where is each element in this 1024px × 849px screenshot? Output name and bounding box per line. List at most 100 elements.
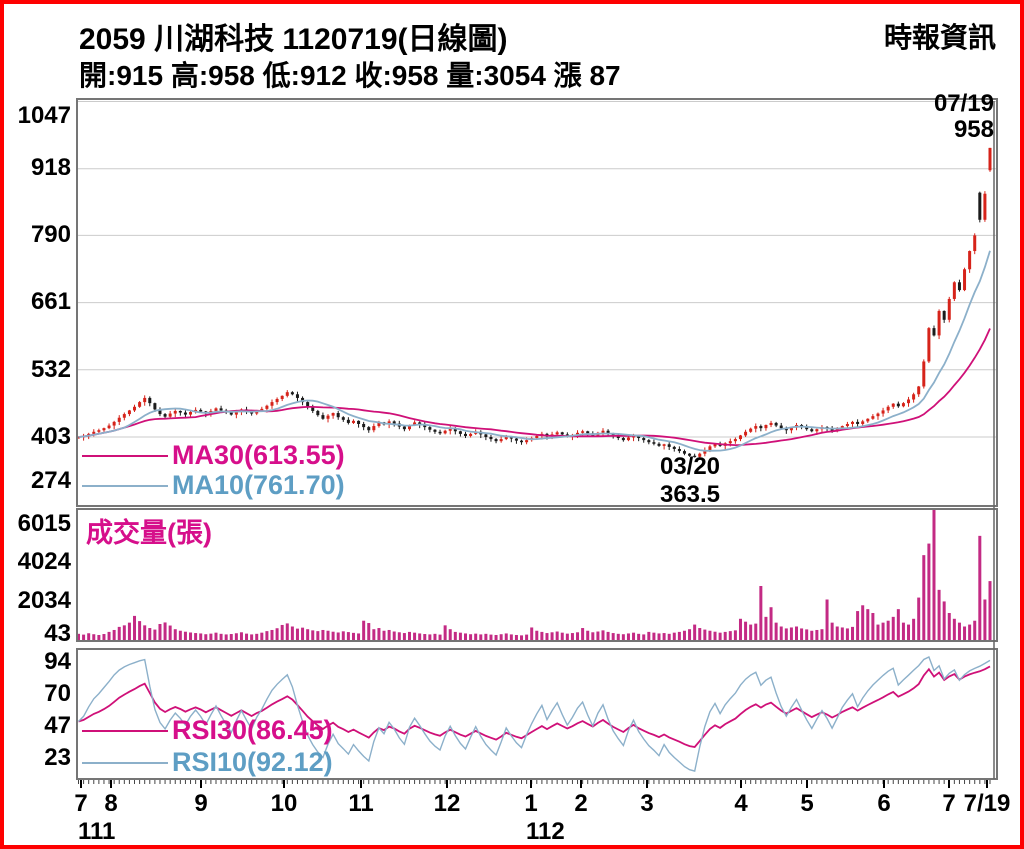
candle-body <box>947 298 951 320</box>
candle-body <box>153 403 157 410</box>
candle-body <box>362 423 366 428</box>
volume-bar <box>744 621 748 640</box>
volume-bar <box>494 634 498 640</box>
volume-bar <box>901 622 905 640</box>
volume-bar <box>820 629 824 640</box>
panel-borders <box>76 98 998 780</box>
volume-bar <box>545 633 549 640</box>
volume-bar <box>178 630 182 640</box>
candle-body <box>484 434 488 437</box>
candle-body <box>163 414 167 417</box>
volume-bar <box>769 607 773 640</box>
volume-bar <box>479 634 483 640</box>
volume-bar <box>708 630 712 640</box>
candle-body <box>270 402 274 406</box>
candle-body <box>957 282 961 291</box>
candle-body <box>779 425 783 429</box>
candle-body <box>616 435 620 439</box>
volume-bar <box>316 631 320 640</box>
volume-bar <box>270 629 274 640</box>
volume-bar <box>92 634 96 640</box>
candle-body <box>851 421 855 424</box>
candle-body <box>285 392 289 396</box>
volume-bar <box>453 631 457 640</box>
candle-body <box>326 415 330 419</box>
volume-bar <box>311 630 315 640</box>
candle-body <box>907 399 911 404</box>
candle-body <box>387 421 391 425</box>
volume-bar <box>672 632 676 640</box>
volume-bar <box>133 615 137 640</box>
volume-bar <box>336 632 340 640</box>
volume-bar <box>112 629 116 640</box>
candle-body <box>662 444 666 446</box>
candle-body <box>932 328 936 336</box>
volume-bar <box>581 628 585 640</box>
volume-bar <box>423 634 427 640</box>
candle-body <box>830 428 834 431</box>
volume-bar <box>866 609 870 640</box>
candle-body <box>214 408 218 411</box>
volume-bar <box>764 616 768 640</box>
volume-bar <box>871 613 875 640</box>
candle-body <box>428 427 432 430</box>
volume-bar <box>458 632 462 640</box>
volume-bar <box>886 620 890 640</box>
volume-bar <box>438 634 442 640</box>
volume-bar <box>596 631 600 640</box>
candle-body <box>963 269 967 291</box>
rsi30-line <box>78 665 991 748</box>
volume-bar <box>372 629 376 640</box>
candle-body <box>336 413 340 418</box>
candle-body <box>728 441 732 444</box>
candle-body <box>693 455 697 458</box>
candle-body <box>418 422 422 425</box>
candle-body <box>331 413 335 416</box>
volume-bar <box>881 622 885 640</box>
data-provider-label: 時報資訊 <box>883 22 996 53</box>
candle-body <box>978 192 982 220</box>
volume-bar <box>800 628 804 640</box>
volume-bar <box>418 633 422 640</box>
volume-bar <box>917 597 921 640</box>
volume-bar <box>525 634 529 640</box>
volume-bar <box>377 628 381 640</box>
volume-bar <box>922 555 926 640</box>
volume-bar <box>341 631 345 640</box>
candle-body <box>183 412 187 415</box>
volume-bar <box>530 627 534 640</box>
candle-body <box>346 419 350 423</box>
volume-bar <box>535 630 539 640</box>
candle-body <box>372 426 376 431</box>
volume-bar <box>143 625 147 640</box>
volume-bar <box>642 634 646 640</box>
volume-bar <box>789 627 793 640</box>
volume-bar <box>224 634 228 640</box>
candle-body <box>173 410 177 414</box>
candle-body <box>433 429 437 432</box>
volume-bar <box>402 633 406 640</box>
volume-bar <box>825 599 829 640</box>
candle-body <box>138 402 142 407</box>
volume-bar <box>351 632 355 640</box>
volume-bar <box>514 634 518 640</box>
ma10 <box>78 250 991 452</box>
rsi10-line <box>78 656 991 772</box>
candle-body <box>189 411 193 415</box>
volume-bar <box>851 626 855 640</box>
volume-bar <box>357 633 361 640</box>
volume-bar <box>168 625 172 640</box>
candle-body <box>754 426 758 429</box>
candle-body <box>968 251 972 270</box>
volume-bar <box>331 631 335 640</box>
volume-bar <box>682 630 686 640</box>
volume-bar <box>540 631 544 640</box>
volume-bar <box>229 634 233 640</box>
volume-bar <box>504 633 508 640</box>
volume-bar <box>183 631 187 640</box>
volume-bars <box>77 510 992 640</box>
candle-body <box>229 412 233 415</box>
candle-body <box>112 421 116 426</box>
candle-body <box>102 428 106 431</box>
candle-body <box>576 432 580 435</box>
